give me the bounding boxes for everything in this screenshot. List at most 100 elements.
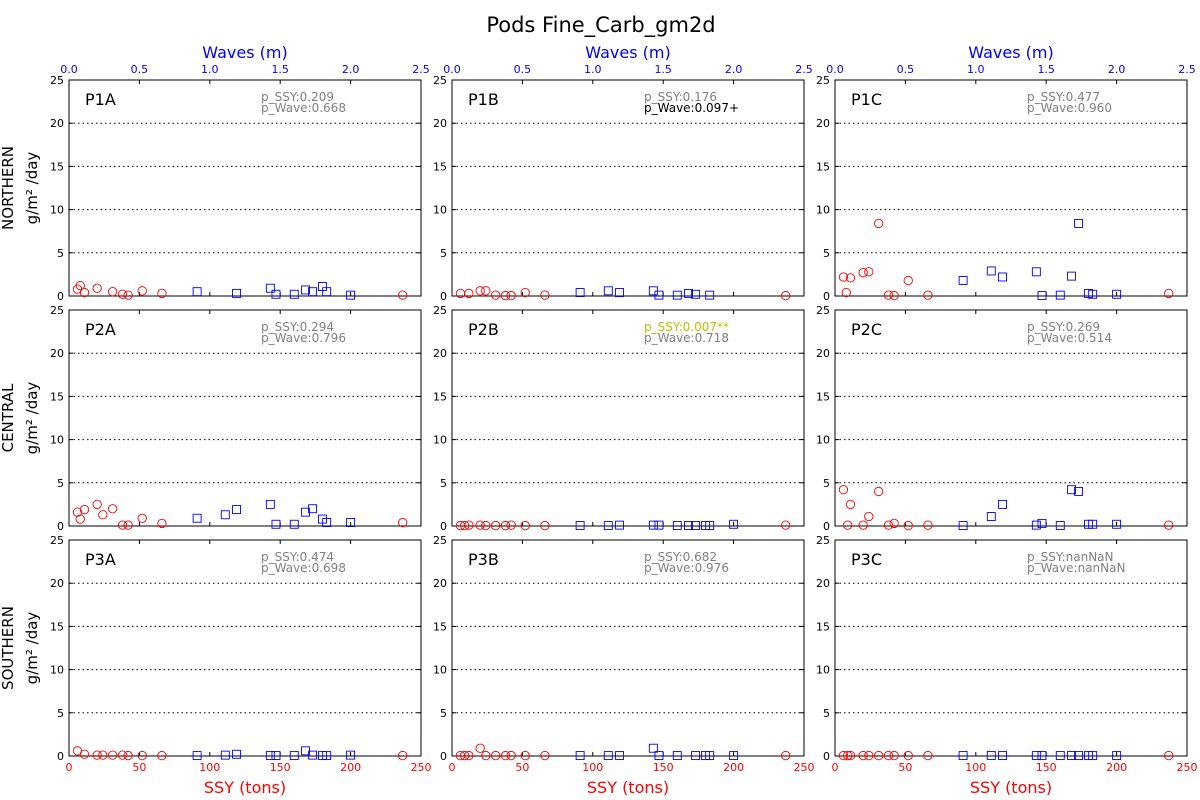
ssy-point — [500, 750, 511, 761]
wave-point — [691, 289, 701, 299]
p-ssy-label: p_SSY:0.294 — [261, 320, 334, 334]
wave-point — [654, 520, 664, 530]
wave-point — [575, 751, 585, 761]
ssy-point — [889, 290, 899, 301]
ssy-point — [889, 750, 899, 761]
wave-point — [1067, 271, 1076, 281]
ssy-point — [883, 750, 894, 761]
y-tick-label: 20 — [433, 577, 447, 590]
ssy-point — [398, 517, 408, 528]
wave-point — [301, 285, 310, 295]
ssy-tick-label: 150 — [270, 761, 291, 774]
ssy-point — [843, 520, 853, 530]
ssy-point — [843, 750, 853, 761]
wave-point — [998, 272, 1008, 282]
ssy-tick-label: 50 — [515, 761, 529, 774]
y-tick-label: 20 — [433, 347, 447, 360]
wave-tick-label: 0.5 — [897, 63, 915, 76]
wave-point — [1112, 519, 1122, 529]
ssy-tick-label: 200 — [723, 761, 744, 774]
panel-label: P3A — [85, 550, 116, 569]
ssy-tick-label: 100 — [199, 761, 220, 774]
wave-point — [684, 288, 693, 298]
ssy-point — [845, 499, 856, 510]
y-tick-label: 5 — [440, 477, 447, 490]
y-tick-label: 25 — [50, 74, 64, 87]
ssy-point — [107, 504, 118, 514]
ssy-point — [117, 750, 128, 760]
y-tick-label: 25 — [816, 534, 830, 547]
ssy-point — [475, 743, 485, 753]
ssy-tick-label: 150 — [1036, 761, 1057, 774]
ssy-point — [1164, 288, 1174, 299]
y-tick-label: 20 — [50, 117, 64, 130]
y-tick-label: 20 — [50, 577, 64, 590]
y-tick-label: 20 — [433, 117, 447, 130]
wave-tick-label: 1.0 — [584, 63, 602, 76]
ssy-point — [92, 283, 102, 293]
wave-point — [1037, 518, 1047, 528]
ssy-tick-label: 250 — [1177, 761, 1198, 774]
ssy-point — [903, 275, 913, 286]
panel-label: P3C — [851, 550, 882, 569]
p-wave-label: p_Wave:0.718 — [644, 331, 729, 345]
ssy-point — [79, 504, 90, 515]
panel-label: P1C — [851, 90, 882, 109]
y-tick-label: 5 — [57, 477, 64, 490]
wave-point — [1037, 291, 1047, 301]
wave-point — [265, 499, 275, 509]
y-tick-label: 0 — [57, 750, 64, 763]
ssy-point — [123, 290, 133, 300]
ssy-point — [873, 486, 884, 497]
wave-point — [615, 751, 625, 761]
ssy-tick-label: 0 — [832, 761, 839, 774]
ssy-point — [123, 520, 133, 530]
panel-label: P2C — [851, 320, 882, 339]
ssy-point — [506, 520, 516, 530]
ssy-point — [873, 218, 884, 229]
ssy-point — [107, 287, 118, 297]
wave-tick-label: 2.5 — [1178, 63, 1196, 76]
row-label: CENTRAL — [0, 383, 17, 452]
ssy-tick-label: 0 — [449, 761, 456, 774]
ssy-point — [398, 750, 408, 761]
wave-point — [1112, 289, 1122, 299]
y-tick-label: 5 — [57, 247, 64, 260]
wave-point — [271, 751, 281, 761]
ssy-point — [864, 511, 874, 522]
wave-point — [986, 512, 996, 521]
y-tick-label: 0 — [823, 290, 830, 303]
wave-point — [1067, 485, 1076, 495]
y-tick-label: 5 — [823, 707, 830, 720]
ssy-point — [123, 750, 133, 761]
ssy-point — [137, 286, 147, 296]
y-tick-label: 25 — [433, 304, 447, 317]
ssy-point — [398, 290, 408, 300]
ssy-tick-label: 250 — [794, 761, 815, 774]
panel-frame — [834, 79, 1188, 297]
wave-axis-label: Waves (m) — [968, 43, 1053, 62]
wave-point — [986, 751, 996, 761]
p-wave-label: p_Wave:0.960 — [1027, 101, 1112, 115]
wave-point — [958, 275, 968, 285]
y-axis-unit-label: g/m² /day — [23, 612, 41, 685]
ssy-point — [157, 518, 167, 529]
wave-point — [220, 510, 230, 520]
ssy-tick-label: 150 — [653, 761, 674, 774]
panel-label: P1B — [468, 90, 499, 109]
wave-tick-label: 0.0 — [443, 63, 461, 76]
ssy-point — [79, 287, 90, 298]
wave-tick-label: 1.0 — [201, 63, 219, 76]
wave-tick-label: 2.0 — [725, 63, 743, 76]
wave-point — [1074, 751, 1084, 761]
panel-frame — [451, 539, 805, 757]
wave-point — [958, 521, 968, 531]
p-wave-label: p_Wave:0.668 — [261, 101, 346, 115]
p-wave-label: p_Wave:0.976 — [644, 561, 729, 575]
ssy-point — [506, 290, 516, 301]
ssy-point — [481, 286, 491, 296]
ssy-point — [520, 750, 530, 761]
wave-point — [654, 290, 664, 300]
wave-tick-label: 1.5 — [1037, 63, 1055, 76]
